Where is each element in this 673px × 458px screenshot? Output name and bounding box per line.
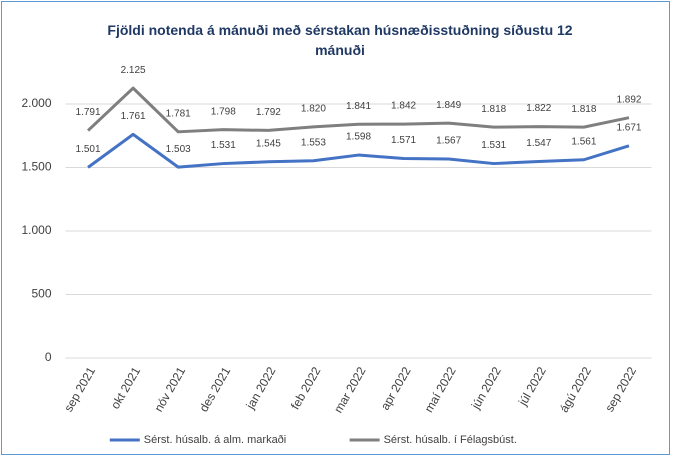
x-tick-label: mar 2022	[331, 364, 369, 415]
data-label: 1.567	[436, 136, 461, 147]
x-tick-label: apr 2022	[378, 364, 414, 412]
x-tick-label: jún 2022	[468, 364, 504, 412]
y-tick-label: 500	[31, 287, 51, 301]
data-label: 1.822	[526, 103, 551, 114]
data-label: 1.761	[121, 111, 146, 122]
x-tick-label: jan 2022	[243, 364, 279, 412]
y-tick-label: 0	[45, 350, 52, 364]
series-line	[87, 86, 630, 134]
x-tick-label: okt 2021	[108, 364, 143, 411]
data-label: 1.531	[211, 140, 236, 151]
chart-title: Fjöldi notenda á mánuði með sérstakan hú…	[107, 22, 573, 58]
data-label: 1.798	[211, 106, 236, 117]
data-label: 1.503	[166, 144, 191, 155]
data-label: 1.849	[436, 100, 461, 111]
data-label: 1.561	[571, 136, 596, 147]
data-label: 1.501	[76, 144, 101, 155]
data-label: 1.842	[391, 101, 416, 112]
data-label: 1.841	[346, 101, 371, 112]
data-label: 1.818	[481, 104, 506, 115]
data-label: 1.820	[301, 104, 326, 115]
data-label: 1.792	[256, 107, 281, 118]
series-line	[87, 132, 630, 169]
data-label: 1.598	[346, 132, 371, 143]
data-label: 2.125	[121, 65, 146, 76]
data-label: 1.531	[481, 140, 506, 151]
legend-label: Sérst. húsalb. í Félagsbúst.	[384, 434, 517, 446]
data-label: 1.671	[616, 122, 641, 133]
data-label: 1.571	[391, 135, 416, 146]
data-label: 1.545	[256, 138, 281, 149]
data-label: 1.553	[301, 137, 326, 148]
x-tick-label: ágú 2022	[557, 364, 594, 415]
y-tick-label: 1.500	[21, 160, 51, 174]
x-tick-label: sep 2021	[61, 364, 98, 414]
x-tick-label: des 2021	[197, 364, 234, 414]
legend-label: Sérst. húsalb. á alm. markaði	[144, 434, 286, 446]
x-tick-label: nóv 2021	[151, 364, 188, 414]
data-label: 1.791	[76, 107, 101, 118]
y-tick-label: 2.000	[21, 96, 51, 110]
x-tick-label: sep 2022	[602, 364, 639, 414]
x-tick-label: maí 2022	[422, 364, 459, 415]
x-tick-label: feb 2022	[288, 364, 324, 412]
y-tick-label: 1.000	[21, 223, 51, 237]
x-tick-label: júl 2022	[515, 364, 549, 409]
data-label: 1.781	[166, 108, 191, 119]
data-label: 1.818	[571, 104, 596, 115]
data-label: 1.547	[526, 138, 551, 149]
data-label: 1.892	[616, 94, 641, 105]
